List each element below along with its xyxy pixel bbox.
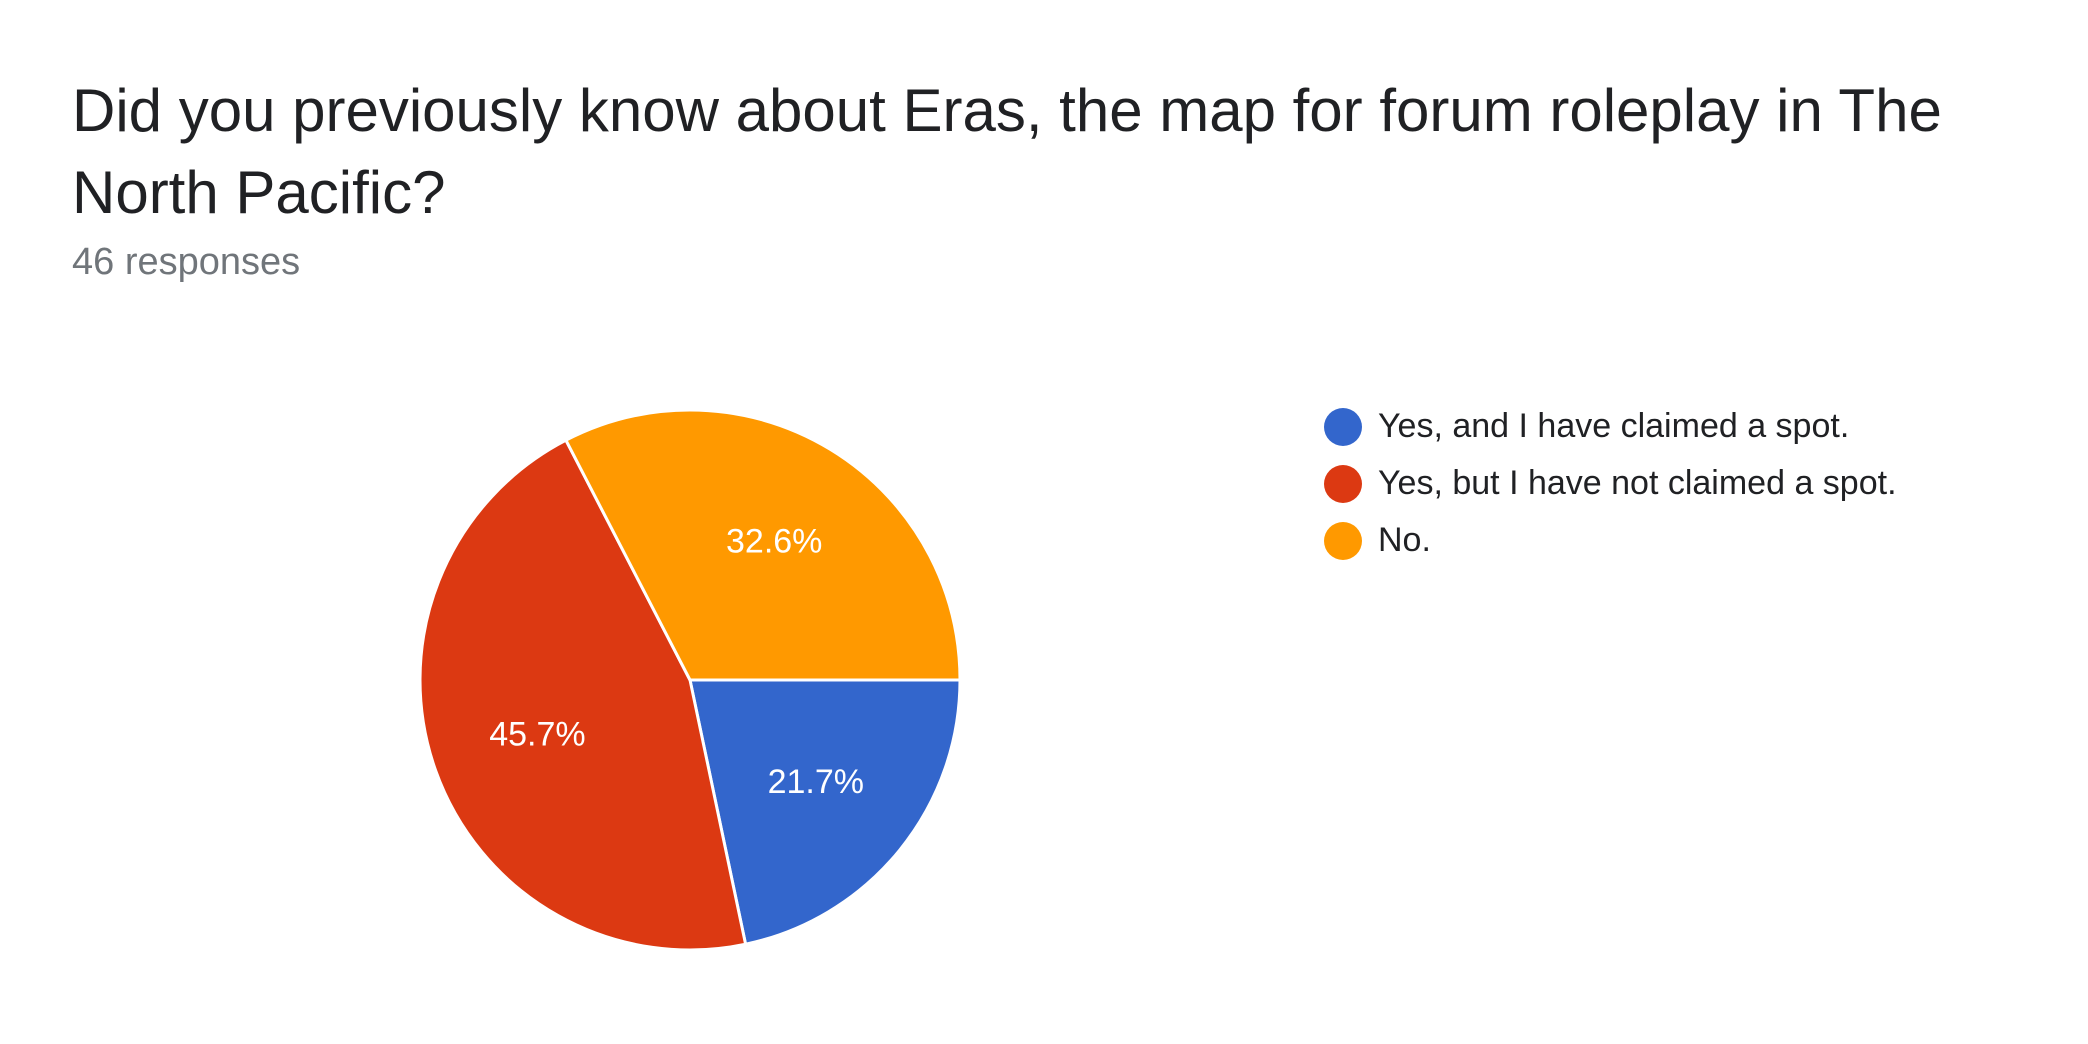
question-title: Did you previously know about Eras, the … [72,77,1942,226]
legend-item-2[interactable]: No. [1324,512,1897,569]
legend-label: Yes, and I have claimed a spot. [1378,407,1850,445]
legend-item-1[interactable]: Yes, but I have not claimed a spot. [1324,455,1897,512]
slice-label-2: 32.6% [726,523,822,561]
response-count: 46 responses [72,241,301,283]
legend-label: No. [1378,521,1431,559]
legend-label: Yes, but I have not claimed a spot. [1378,464,1897,502]
pie-slice-2[interactable] [564,408,962,682]
pie-slice-0[interactable] [688,678,962,946]
legend-item-0[interactable]: Yes, and I have claimed a spot. [1324,398,1897,455]
slice-label-1: 45.7% [489,715,585,753]
pie-slice-1[interactable] [418,438,748,952]
slice-label-0: 21.7% [768,763,864,801]
pie-chart: 21.7% 45.7% 32.6% [418,408,962,952]
legend-swatch-icon [1324,464,1362,503]
legend-swatch-icon [1324,407,1362,446]
legend-swatch-icon [1324,521,1362,560]
legend: Yes, and I have claimed a spot. Yes, but … [1324,398,1897,569]
